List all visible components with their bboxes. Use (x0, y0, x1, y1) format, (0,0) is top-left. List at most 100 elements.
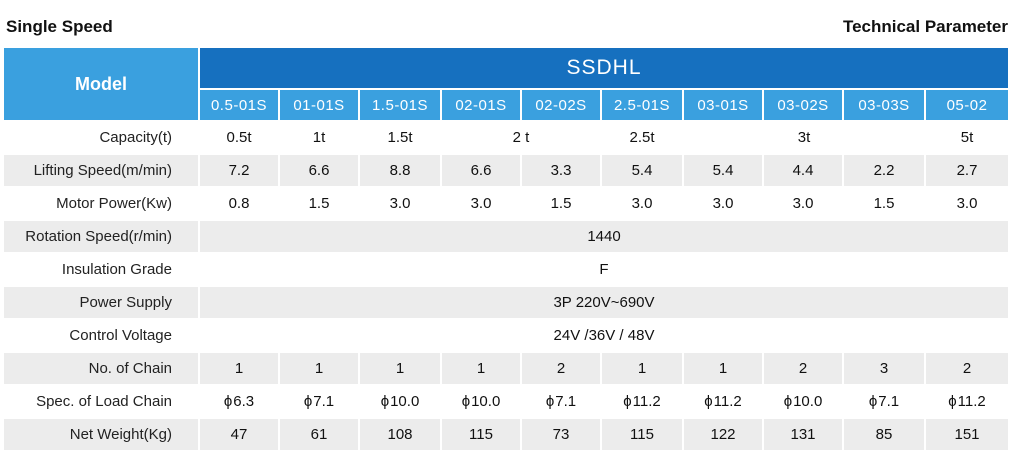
load-chain-row: Spec. of Load Chain ϕ6.3 ϕ7.1 ϕ10.0 ϕ10.… (2, 384, 1010, 419)
table-cell: 6.6 (278, 153, 360, 188)
spec-table: Model SSDHL 0.5-01S 01-01S 1.5-01S 02-01… (2, 46, 1010, 452)
rotation-speed-row: Rotation Speed(r/min) 1440 (2, 219, 1010, 254)
row-label: Lifting Speed(m/min) (2, 153, 200, 188)
chain-spec-value: 11.2 (713, 393, 742, 410)
table-cell: ϕ6.3 (198, 384, 280, 419)
table-cell: 24V /36V / 48V (198, 318, 1010, 353)
table-cell: 61 (278, 417, 360, 452)
table-cell: 1.5 (842, 186, 926, 221)
table-cell: 151 (924, 417, 1010, 452)
table-cell: ϕ7.1 (842, 384, 926, 419)
diameter-symbol: ϕ (704, 393, 713, 410)
model-code: 1.5-01S (358, 88, 442, 122)
table-cell: 1 (358, 351, 442, 386)
row-label: Power Supply (2, 285, 200, 320)
table-cell: 1t (278, 120, 360, 155)
technical-parameter-title: Technical Parameter (842, 17, 1008, 36)
model-code: 05-02 (924, 88, 1010, 122)
table-cell: 1 (682, 351, 764, 386)
table-cell: 3 (842, 351, 926, 386)
table-cell: 3.0 (358, 186, 442, 221)
model-header: Model (2, 46, 200, 122)
insulation-grade-row: Insulation Grade F (2, 252, 1010, 287)
table-cell: 115 (440, 417, 522, 452)
table-cell: 115 (600, 417, 684, 452)
table-cell: 1 (198, 351, 280, 386)
model-code: 03-02S (762, 88, 844, 122)
table-cell: 1 (278, 351, 360, 386)
table-cell: ϕ11.2 (924, 384, 1010, 419)
table-cell: 5t (924, 120, 1010, 155)
table-cell: 0.5t (198, 120, 280, 155)
table-cell: 2 (924, 351, 1010, 386)
row-label: Rotation Speed(r/min) (2, 219, 200, 254)
model-code: 02-02S (520, 88, 602, 122)
model-code: 0.5-01S (198, 88, 280, 122)
model-code: 2.5-01S (600, 88, 684, 122)
diameter-symbol: ϕ (783, 393, 793, 410)
table-cell: 2 t (440, 120, 602, 155)
diameter-symbol: ϕ (948, 393, 957, 410)
chain-spec-value: 6.3 (233, 393, 255, 410)
capacity-row: Capacity(t) 0.5t 1t 1.5t 2 t 2.5t 3t 5t (2, 120, 1010, 155)
table-cell: 3.0 (682, 186, 764, 221)
diameter-symbol: ϕ (303, 393, 313, 410)
chain-spec-value: 10.0 (471, 393, 501, 410)
row-label: Motor Power(Kw) (2, 186, 200, 221)
table-cell: ϕ10.0 (762, 384, 844, 419)
table-cell: 4.4 (762, 153, 844, 188)
table-cell: 2.7 (924, 153, 1010, 188)
model-codes-row: 0.5-01S 01-01S 1.5-01S 02-01S 02-02S 2.5… (3, 88, 1010, 122)
table-cell: 3.0 (600, 186, 684, 221)
row-label: Net Weight(Kg) (2, 417, 200, 452)
chain-spec-value: 7.1 (555, 393, 577, 410)
diameter-symbol: ϕ (623, 393, 632, 410)
chain-spec-value: 7.1 (878, 393, 900, 410)
table-cell: 85 (842, 417, 926, 452)
diameter-symbol: ϕ (868, 393, 878, 410)
chain-spec-value: 10.0 (793, 393, 823, 410)
table-cell: 3t (682, 120, 926, 155)
table-cell: 47 (198, 417, 280, 452)
model-code: 03-01S (682, 88, 764, 122)
chain-spec-value: 11.2 (957, 393, 986, 410)
table-cell: 1 (600, 351, 684, 386)
table-cell: 2.2 (842, 153, 926, 188)
row-label: Spec. of Load Chain (2, 384, 200, 419)
table-cell: 3.0 (924, 186, 1010, 221)
table-cell: 131 (762, 417, 844, 452)
table-cell: 1440 (198, 219, 1010, 254)
row-label: No. of Chain (2, 351, 200, 386)
net-weight-row: Net Weight(Kg) 47 61 108 115 73 115 122 … (2, 417, 1010, 452)
model-code: 03-03S (842, 88, 926, 122)
table-cell: 0.8 (198, 186, 280, 221)
row-label: Insulation Grade (2, 252, 200, 287)
motor-power-row: Motor Power(Kw) 0.8 1.5 3.0 3.0 1.5 3.0 … (2, 186, 1010, 221)
lifting-speed-row: Lifting Speed(m/min) 7.2 6.6 8.8 6.6 3.3… (2, 153, 1010, 188)
row-label: Capacity(t) (2, 120, 200, 155)
chain-spec-value: 7.1 (313, 393, 335, 410)
diameter-symbol: ϕ (545, 393, 555, 410)
table-cell: 1.5 (278, 186, 360, 221)
table-cell: 108 (358, 417, 442, 452)
table-cell: ϕ11.2 (600, 384, 684, 419)
table-cell: ϕ7.1 (520, 384, 602, 419)
table-cell: 5.4 (600, 153, 684, 188)
table-cell: F (198, 252, 1010, 287)
table-cell: 1 (440, 351, 522, 386)
table-cell: 5.4 (682, 153, 764, 188)
table-cell: 7.2 (198, 153, 280, 188)
table-cell: 122 (682, 417, 764, 452)
diameter-symbol: ϕ (380, 393, 390, 410)
table-cell: 3P 220V~690V (198, 285, 1010, 320)
table-cell: 2.5t (600, 120, 684, 155)
table-cell: ϕ10.0 (358, 384, 442, 419)
row-label: Control Voltage (2, 318, 200, 353)
chain-spec-value: 10.0 (390, 393, 420, 410)
table-cell: 73 (520, 417, 602, 452)
diameter-symbol: ϕ (223, 393, 233, 410)
model-code: 02-01S (440, 88, 522, 122)
diameter-symbol: ϕ (461, 393, 471, 410)
table-cell: ϕ11.2 (682, 384, 764, 419)
single-speed-title: Single Speed (6, 17, 113, 36)
